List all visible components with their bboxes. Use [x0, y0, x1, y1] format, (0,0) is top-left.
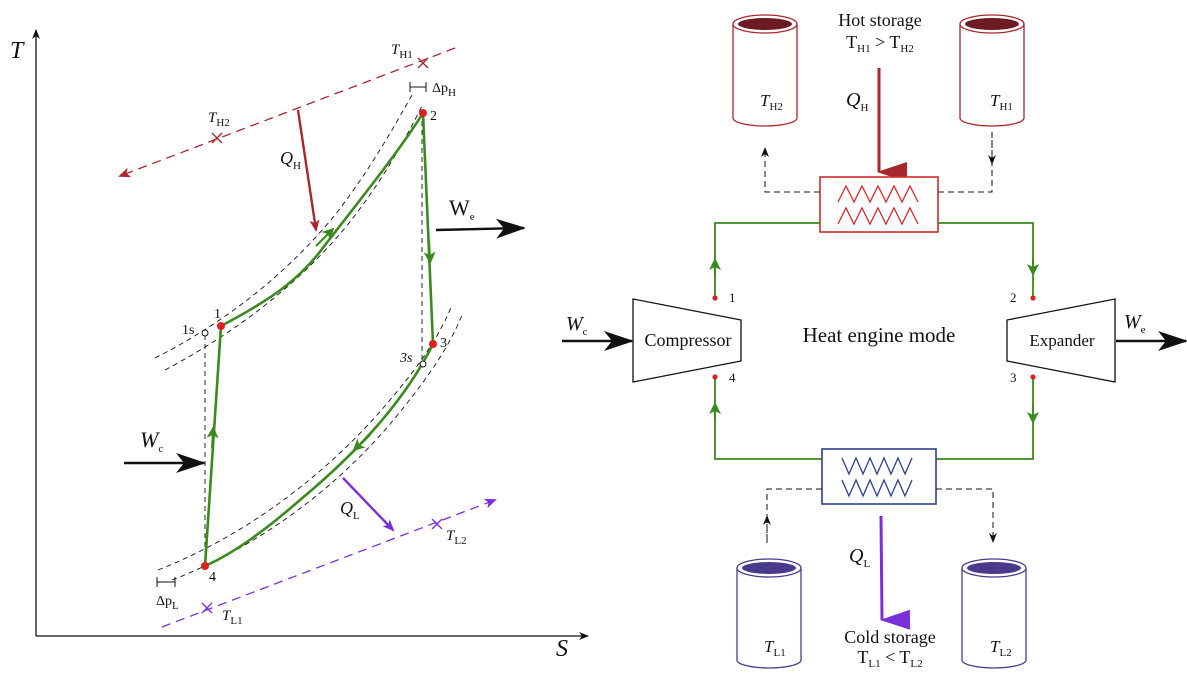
cycle-arrow-2: [423, 239, 436, 264]
tl2-cross-icon: [431, 518, 443, 530]
schematic-we-label: We: [1124, 311, 1146, 336]
compressor-label: Compressor: [645, 330, 732, 350]
cold-heat-exchanger: [821, 448, 937, 505]
we-arrow: [435, 218, 526, 239]
tl1-label: TL1: [222, 608, 243, 627]
th2-cross-icon: [211, 132, 223, 144]
state-label-2: 2: [430, 109, 437, 124]
cycle-expansion: [421, 112, 435, 345]
state-point-4: [201, 562, 209, 570]
wc-label: Wc: [140, 427, 163, 455]
ts-diagram: T S TH1 TH2 TL1 TL2: [10, 29, 589, 662]
ql-label: QL: [340, 498, 360, 522]
svg-text:TL2: TL2: [990, 637, 1012, 659]
hot-tank-h2: TH2: [732, 14, 798, 127]
ql-arrow: [342, 477, 395, 532]
cold-storage-condition: TL1 < TL2: [857, 647, 922, 670]
hot-storage-title: Hot storage: [838, 10, 921, 30]
svg-text:TH2: TH2: [760, 91, 783, 113]
port-label-2: 2: [1010, 290, 1017, 305]
state-label-1s: 1s: [182, 323, 194, 338]
qh-arrow: [296, 109, 320, 232]
port-label-3: 3: [1010, 370, 1017, 385]
dph-label: ΔpH: [432, 81, 456, 99]
hot-loop-right: [938, 132, 992, 193]
port-3: [1030, 374, 1036, 380]
state-label-1: 1: [214, 307, 221, 322]
expander-shape: [1006, 298, 1116, 383]
schematic-ql-arrow: [879, 515, 911, 630]
schematic-ql-label: QL: [849, 545, 870, 570]
cold-tank-l2: TL2: [961, 558, 1027, 669]
cold-tank-l1: TL1: [736, 558, 802, 669]
state-label-4: 4: [209, 570, 216, 585]
hot-loop-left: [761, 147, 820, 193]
qh-label: QH: [280, 148, 301, 172]
loop-top: [714, 222, 1034, 300]
port-1: [712, 295, 718, 301]
cold-loop-left: [767, 488, 822, 543]
th1-label: TH1: [391, 42, 413, 61]
dph-bracket-icon: [409, 82, 427, 92]
compressor-shape: [632, 298, 742, 383]
cold-loop-right: [936, 488, 997, 543]
state-point-2: [419, 109, 427, 117]
y-axis-label: T: [10, 38, 25, 64]
schematic-wc-label: Wc: [566, 313, 588, 338]
isobar-low-b: [171, 314, 463, 581]
cycle-heat-rejection: [204, 343, 435, 568]
state-point-3s: [419, 360, 427, 368]
dpl-label: ΔpL: [156, 594, 179, 612]
expander-label: Expander: [1029, 331, 1094, 350]
hot-storage-condition: TH1 > TH2: [846, 32, 914, 55]
cold-storage-title: Cold storage: [844, 627, 936, 647]
mode-label: Heat engine mode: [803, 323, 956, 347]
schematic-qh-label: QH: [846, 89, 868, 114]
port-label-1: 1: [729, 290, 736, 305]
x-axis-label: S: [556, 636, 568, 662]
isobar-high-a: [154, 94, 413, 359]
cycle-heat-addition: [220, 112, 425, 328]
hot-heat-exchanger: [819, 176, 939, 233]
port-label-4: 4: [729, 370, 736, 385]
svg-text:TH1: TH1: [990, 91, 1013, 113]
tl2-label: TL2: [446, 528, 467, 547]
svg-text:TL1: TL1: [764, 637, 786, 659]
state-label-3: 3: [440, 336, 447, 351]
schematic: TH2 TH1 Hot storage TH1 > TH2 QH: [562, 10, 1187, 670]
tl1-cross-icon: [201, 602, 213, 614]
cycle-arrow-4: [206, 426, 219, 449]
isobar-low-a: [157, 304, 453, 571]
th1-cross-icon: [417, 57, 429, 69]
port-2: [1030, 295, 1036, 301]
state-label-3s: 3s: [399, 351, 413, 366]
cycle-arrow-3: [352, 434, 371, 452]
th2-label: TH2: [208, 110, 230, 129]
hot-tank-h1: TH1: [959, 14, 1025, 127]
state-point-1s: [201, 329, 209, 337]
we-label: We: [449, 195, 475, 223]
state-point-1: [217, 322, 225, 330]
dpl-bracket-icon: [156, 577, 176, 587]
port-4: [712, 374, 718, 380]
cycle-arrow-1: [315, 227, 335, 247]
state-point-3: [429, 340, 437, 348]
loop-bottom: [714, 375, 1034, 460]
